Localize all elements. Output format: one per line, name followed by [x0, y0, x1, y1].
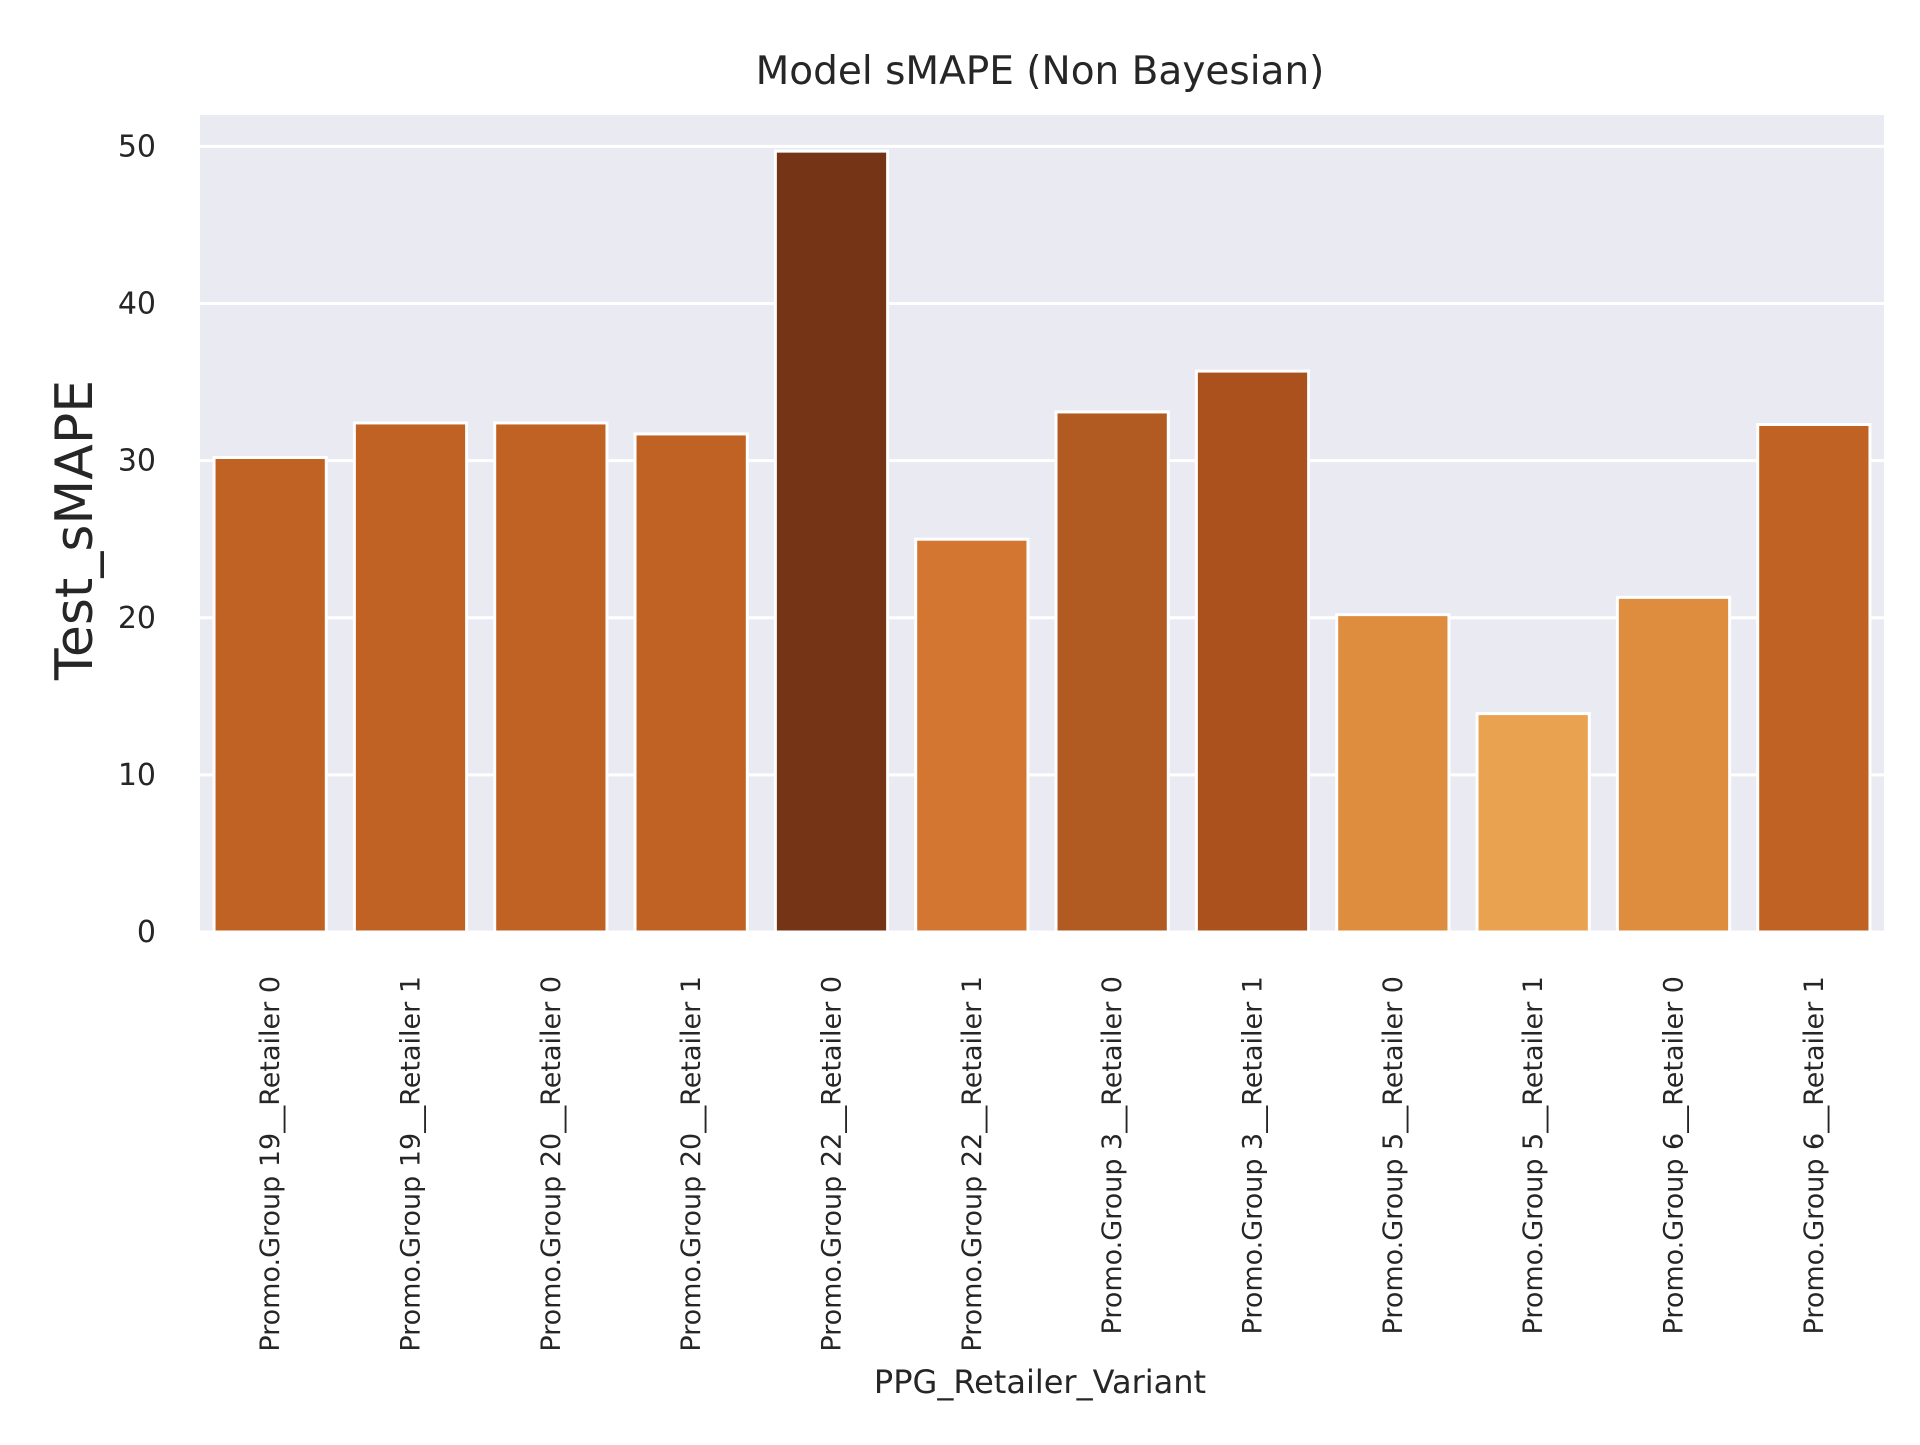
y-tick-label: 30 — [118, 444, 156, 479]
y-tick-label: 0 — [137, 915, 156, 950]
x-tick-label: Promo.Group 6__Retailer 1 — [1799, 976, 1830, 1335]
y-axis-ticks: 0 10 20 30 40 50 — [118, 129, 156, 950]
y-tick-label: 10 — [118, 758, 156, 793]
bar — [1756, 423, 1872, 934]
bar — [1194, 369, 1311, 934]
x-tick-label: Promo.Group 5__Retailer 0 — [1378, 976, 1409, 1335]
x-tick-label: Promo.Group 19__Retailer 0 — [255, 976, 286, 1352]
chart-title: Model sMAPE (Non Bayesian) — [756, 49, 1325, 94]
plot-area — [200, 115, 1884, 932]
x-tick-label: Promo.Group 5__Retailer 1 — [1518, 976, 1549, 1335]
y-tick-label: 20 — [118, 601, 156, 636]
bar — [1475, 712, 1591, 934]
x-tick-label: Promo.Group 6__Retailer 0 — [1659, 976, 1690, 1335]
bar — [1054, 410, 1170, 934]
y-tick-label: 40 — [118, 287, 156, 322]
x-tick-label: Promo.Group 3__Retailer 0 — [1097, 976, 1128, 1335]
y-axis-label: Test_sMAPE — [45, 380, 105, 681]
x-tick-label: Promo.Group 22__Retailer 1 — [957, 976, 988, 1352]
x-tick-label: Promo.Group 22__Retailer 0 — [817, 976, 848, 1352]
x-tick-label: Promo.Group 20__Retailer 0 — [536, 976, 567, 1352]
bar — [493, 421, 609, 934]
bar — [212, 456, 328, 934]
bar — [633, 432, 749, 934]
bar — [352, 421, 469, 934]
bars — [212, 149, 1872, 934]
x-axis-label: PPG_Retailer_Variant — [874, 1363, 1206, 1401]
bar — [1615, 595, 1732, 934]
x-tick-label: Promo.Group 20__Retailer 1 — [676, 976, 707, 1352]
bar — [914, 537, 1030, 934]
x-tick-label: Promo.Group 3__Retailer 1 — [1238, 976, 1269, 1335]
gridlines — [200, 144, 1884, 934]
x-axis-ticks: Promo.Group 19__Retailer 0 Promo.Group 19… — [255, 976, 1830, 1352]
y-tick-label: 50 — [118, 129, 156, 164]
x-tick-label: Promo.Group 19__Retailer 1 — [396, 976, 427, 1352]
bar — [773, 149, 890, 934]
bar — [1335, 613, 1451, 934]
